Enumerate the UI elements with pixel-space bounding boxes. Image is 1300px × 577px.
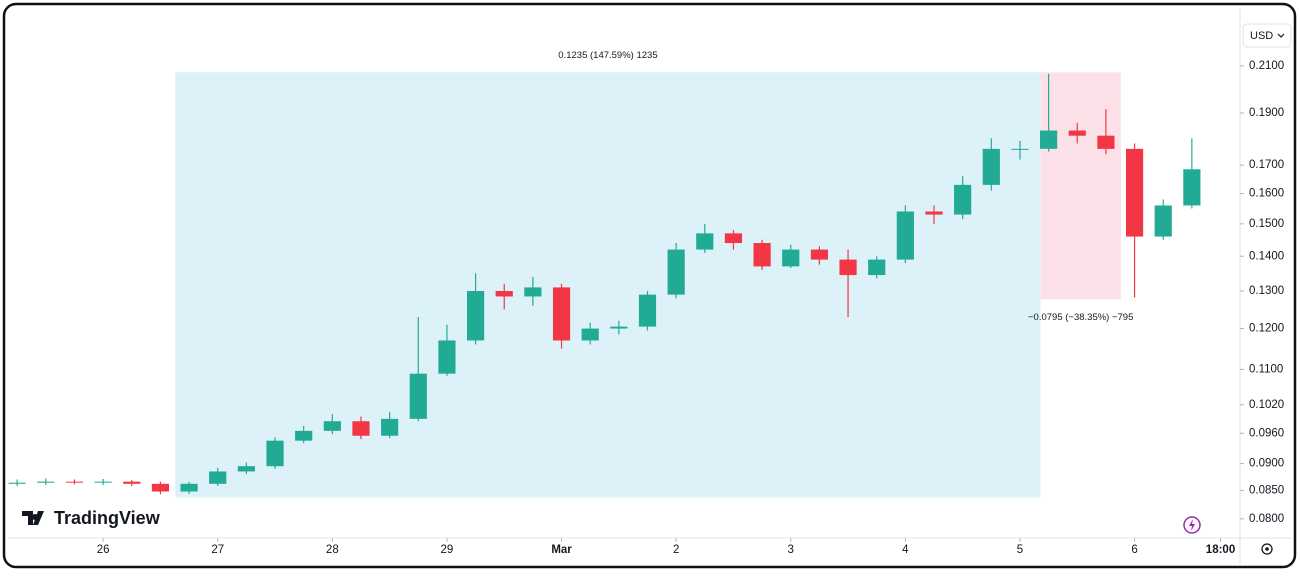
candle-body [65,481,84,483]
range-label: −0.0795 (−38.35%) −795 [1028,312,1133,323]
x-tick-label: 27 [211,544,224,556]
candle-body [381,418,399,436]
candle-body [237,466,255,472]
candle-body [8,482,26,484]
y-tick-label: 0.2100 [1249,60,1284,72]
candle-body [1011,148,1029,150]
y-tick-label: 0.1900 [1249,107,1284,119]
y-tick-label: 0.0900 [1249,458,1284,470]
candle-body [1125,148,1144,237]
y-tick-label: 0.1400 [1249,250,1284,262]
brand-logo: TradingView [22,508,161,528]
candle-body [610,326,628,329]
x-tick-label: 28 [326,544,339,556]
candle-body [638,294,657,327]
candle-body [696,233,714,250]
x-tick-label: 29 [441,544,454,556]
x-tick-label: Mar [551,544,572,556]
candle-body [295,430,313,441]
candle-body [667,249,685,295]
currency-label[interactable]: USD [1250,30,1273,42]
y-tick-label: 0.0850 [1249,484,1284,496]
currency-button[interactable] [1242,23,1292,48]
range-label: 0.1235 (147.59%) 1235 [558,50,657,61]
y-tick-label: 0.1020 [1249,399,1284,411]
candle-body [94,481,112,483]
candle-body [266,440,284,467]
brand-icon [22,511,44,525]
candle-body [409,373,427,419]
candle-body [839,259,857,276]
candle-body [782,249,800,267]
candle-body [552,287,571,341]
candle-body [524,287,542,297]
y-tick-label: 0.0960 [1249,427,1284,439]
candle-body [37,481,55,483]
price-range [175,72,1041,498]
candle-body [209,471,227,484]
candle-body [1040,130,1058,149]
candle-body [982,148,1000,185]
settings-icon [1265,547,1269,551]
x-tick-label: 2 [673,544,679,556]
candle-body [753,243,771,267]
x-tick-label: 26 [97,544,110,556]
price-range [1040,72,1121,300]
candle-body [925,211,943,215]
candle-body [123,481,141,484]
y-tick-label: 0.1700 [1249,159,1284,171]
candle-body [868,259,886,276]
lightning-icon [1189,519,1195,531]
lightning-button[interactable] [1183,516,1201,534]
candle-body [810,249,828,260]
candle-body [724,233,743,244]
x-tick-label: 6 [1131,544,1137,556]
x-tick-label: 18:00 [1206,544,1235,556]
y-tick-label: 0.1200 [1249,323,1284,335]
axes: 0.2100 0.1900 0.1700 0.1600 0.1500 0.1400 0.13… [97,60,1284,556]
candle-body [352,421,370,436]
candle-body [1068,130,1086,136]
y-tick-label: 0.1100 [1249,363,1283,375]
candle-body [954,184,972,215]
y-tick-label: 0.1300 [1249,285,1284,297]
candle-body [323,421,341,431]
y-tick-label: 0.1600 [1249,188,1284,200]
y-tick-label: 0.0800 [1249,513,1284,525]
candle-body [1154,205,1172,237]
x-tick-label: 4 [902,544,909,556]
y-tick-label: 0.1500 [1249,218,1284,230]
candle-body [896,211,914,260]
candle-body [495,291,513,297]
candle-body [151,483,170,492]
candle-body [466,291,485,341]
plot-area: 0.1235 (147.59%) 1235 −0.0795 (−38.35%) −… [8,50,1201,498]
x-tick-label: 5 [1017,544,1023,556]
x-tick-label: 3 [788,544,794,556]
candle-body [180,483,198,492]
candle-body [581,328,599,341]
candle-body [1097,135,1115,149]
brand-name: TradingView [54,508,161,528]
settings-button[interactable] [1261,543,1273,555]
candle-body [438,340,456,374]
candle-body [1183,169,1201,206]
currency-caret [1277,33,1285,38]
